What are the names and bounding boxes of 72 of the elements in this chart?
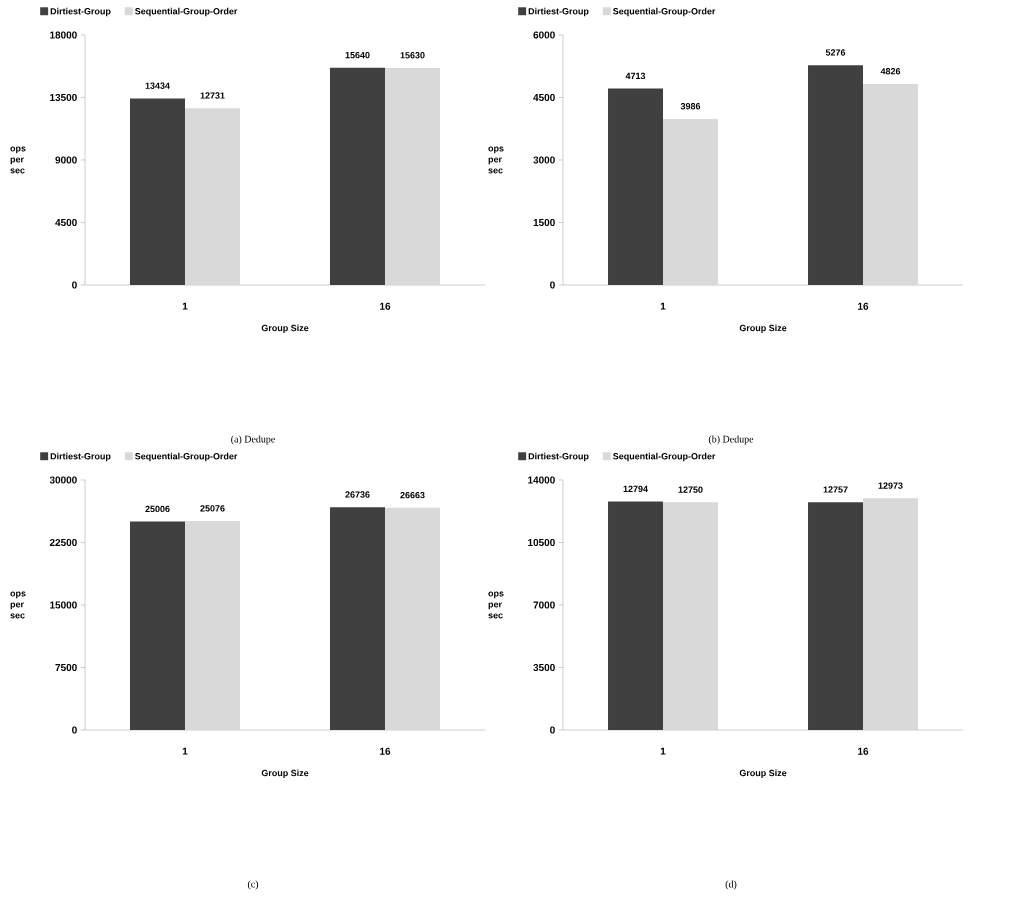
data-label: 26663 bbox=[400, 491, 425, 499]
bar bbox=[130, 521, 185, 730]
data-label: 26736 bbox=[345, 491, 370, 498]
text: (d) bbox=[725, 880, 737, 890]
y-tick-label: 7000 bbox=[533, 601, 555, 609]
legend-label: Dirtiest-Group bbox=[50, 452, 111, 462]
y-tick-label: 0 bbox=[550, 726, 555, 734]
legend-label: Dirtiest-Group bbox=[50, 7, 111, 17]
x-tick-label: 1 bbox=[660, 747, 666, 755]
legend-label: Sequential-Group-Order bbox=[135, 7, 238, 17]
x-tick-label: 16 bbox=[858, 302, 869, 310]
text: (c) bbox=[247, 880, 259, 890]
y-tick-label: 0 bbox=[72, 281, 77, 289]
y-tick-label: 13500 bbox=[50, 93, 77, 102]
x-tick-label: 1 bbox=[660, 302, 666, 310]
y-tick-label: 15000 bbox=[50, 601, 77, 609]
y-tick-label: 0 bbox=[550, 281, 555, 289]
bar bbox=[608, 88, 664, 285]
data-label: 25006 bbox=[145, 505, 170, 513]
bar bbox=[863, 83, 919, 285]
y-tick-label: 0 bbox=[72, 726, 77, 734]
x-axis-title: Group Size bbox=[739, 769, 787, 778]
text: (a) Dedupe bbox=[231, 435, 275, 445]
legend-label: Dirtiest-Group bbox=[528, 452, 589, 462]
x-axis-title: Group Size bbox=[261, 769, 309, 778]
y-tick-label: 1500 bbox=[533, 218, 555, 227]
data-label: 3986 bbox=[680, 103, 701, 110]
bar bbox=[808, 65, 864, 285]
legend-label: Sequential-Group-Order bbox=[613, 452, 716, 462]
y-axis-title: ops per sec bbox=[10, 146, 26, 174]
data-label: 12731 bbox=[200, 92, 225, 99]
y-tick-label: 6000 bbox=[533, 31, 555, 39]
x-axis-title: Group Size bbox=[261, 324, 309, 333]
y-tick-label: 14000 bbox=[528, 476, 555, 484]
bar bbox=[185, 521, 240, 730]
y-tick-label: 30000 bbox=[49, 476, 77, 484]
data-label: 25076 bbox=[200, 505, 225, 512]
data-label: 4713 bbox=[625, 72, 646, 80]
x-tick-label: 16 bbox=[380, 302, 391, 310]
legend-label: Dirtiest-Group bbox=[528, 7, 589, 17]
data-label: 15640 bbox=[345, 51, 370, 59]
data-label: 12757 bbox=[823, 486, 848, 493]
y-tick-label: 3000 bbox=[533, 156, 555, 164]
x-tick-label: 1 bbox=[182, 747, 188, 755]
y-tick-label: 7500 bbox=[55, 663, 77, 672]
data-label: 15630 bbox=[400, 52, 425, 59]
bar bbox=[663, 118, 719, 285]
y-axis-title: ops per sec bbox=[488, 146, 504, 174]
y-tick-label: 4500 bbox=[533, 93, 555, 102]
y-axis-title: ops per sec bbox=[488, 591, 504, 619]
legend-label: Sequential-Group-Order bbox=[613, 7, 716, 17]
bar bbox=[330, 507, 385, 730]
y-tick-label: 3500 bbox=[533, 663, 555, 672]
y-tick-label: 10500 bbox=[528, 538, 555, 547]
data-label: 4826 bbox=[880, 68, 901, 75]
x-tick-label: 16 bbox=[858, 747, 869, 755]
x-tick-label: 1 bbox=[182, 302, 188, 310]
legend-label: Sequential-Group-Order bbox=[135, 452, 238, 462]
x-axis-title: Group Size bbox=[739, 324, 787, 333]
bar bbox=[385, 507, 440, 730]
data-label: 12750 bbox=[678, 486, 703, 493]
data-label: 13434 bbox=[145, 82, 170, 89]
y-tick-label: 9000 bbox=[55, 156, 77, 164]
y-tick-label: 18000 bbox=[50, 31, 77, 39]
text: (b) Dedupe bbox=[708, 435, 754, 445]
y-tick-label: 4500 bbox=[55, 218, 77, 227]
data-label: 12794 bbox=[623, 485, 648, 493]
y-axis-title: ops per sec bbox=[10, 591, 26, 619]
data-label: 5276 bbox=[825, 49, 846, 56]
y-tick-label: 22500 bbox=[49, 538, 77, 547]
x-tick-label: 16 bbox=[380, 747, 391, 755]
data-label: 12973 bbox=[878, 482, 903, 489]
